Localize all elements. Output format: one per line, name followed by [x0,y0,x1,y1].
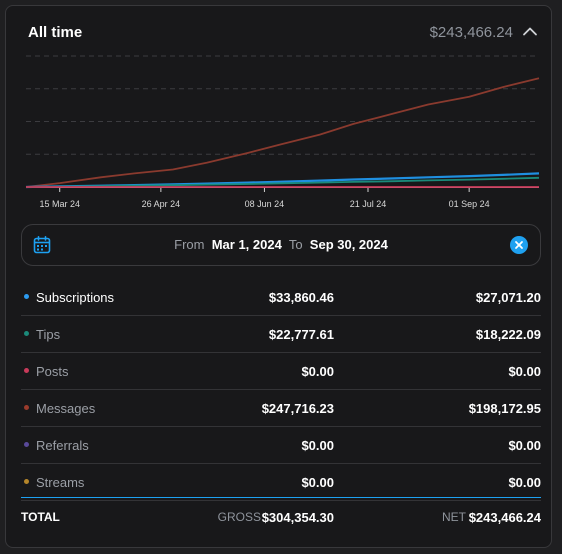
gross-label: GROSS [217,510,261,524]
from-label: From [174,237,205,252]
series-dot [24,442,29,447]
date-range-text[interactable]: From Mar 1, 2024 To Sep 30, 2024 [22,237,540,252]
calendar-icon[interactable] [32,235,52,255]
x-tick-label: 15 Mar 24 [39,199,80,209]
card-header[interactable]: All time $243,466.24 [6,6,551,56]
row-gross: $0.00 [301,438,334,453]
net-total: $243,466.24 [468,510,541,525]
x-tick-label: 08 Jun 24 [245,199,285,209]
gross-total: $304,354.30 [261,510,334,525]
earnings-breakdown-list: Subscriptions $33,860.46 $27,071.20 Tips $2… [21,279,541,501]
row-label: Streams [36,475,85,490]
series-dot [24,479,29,484]
period-title: All time [28,24,83,41]
row-label: Referrals [36,438,89,453]
total-label: TOTAL [21,510,60,524]
row-gross: $0.00 [301,475,334,490]
table-row[interactable]: Referrals $0.00 $0.00 [21,427,541,464]
chevron-up-icon[interactable] [521,23,539,41]
row-label: Posts [36,364,69,379]
row-net: $0.00 [508,475,541,490]
x-tick-label: 01 Sep 24 [449,199,490,209]
row-label: Messages [36,401,96,416]
table-row[interactable]: Messages $247,716.23 $198,172.95 [21,390,541,427]
x-tick-label: 26 Apr 24 [142,199,181,209]
net-label: NET [442,510,466,524]
table-row[interactable]: Tips $22,777.61 $18,222.09 [21,316,541,353]
earnings-card: All time $243,466.24 15 Mar 24 26 Apr 24 0… [5,5,552,548]
series-dot [24,331,29,336]
series-line-0 [25,77,540,188]
to-label: To [288,237,303,252]
to-date: Sep 30, 2024 [309,237,388,252]
row-gross: $22,777.61 [268,327,334,342]
totals-row: TOTAL GROSS $304,354.30 NET $243,466.24 [21,510,541,530]
row-label: Tips [36,327,61,342]
date-range-filter[interactable]: From Mar 1, 2024 To Sep 30, 2024 [21,224,541,266]
chart-svg: 15 Mar 24 26 Apr 24 08 Jun 24 21 Jul 24 01 S… [25,55,540,209]
total-divider [21,497,541,498]
series-dot [24,294,29,299]
series-dot [24,405,29,410]
table-row[interactable]: Posts $0.00 $0.00 [21,353,541,390]
row-gross: $0.00 [301,364,334,379]
x-tick-label: 21 Jul 24 [350,199,387,209]
row-net: $198,172.95 [468,401,541,416]
row-net: $18,222.09 [475,327,541,342]
row-net: $0.00 [508,364,541,379]
earnings-chart: 15 Mar 24 26 Apr 24 08 Jun 24 21 Jul 24 01 S… [6,46,553,221]
row-label: Subscriptions [36,290,115,305]
row-net: $0.00 [508,438,541,453]
from-date: Mar 1, 2024 [211,237,282,252]
close-icon[interactable] [510,236,528,254]
row-net: $27,071.20 [475,290,541,305]
table-row[interactable]: Subscriptions $33,860.46 $27,071.20 [21,279,541,316]
series-line-2 [25,176,540,188]
table-row[interactable]: Streams $0.00 $0.00 [21,464,541,501]
row-gross: $33,860.46 [268,290,334,305]
series-dot [24,368,29,373]
header-total: $243,466.24 [429,24,513,41]
row-gross: $247,716.23 [261,401,334,416]
